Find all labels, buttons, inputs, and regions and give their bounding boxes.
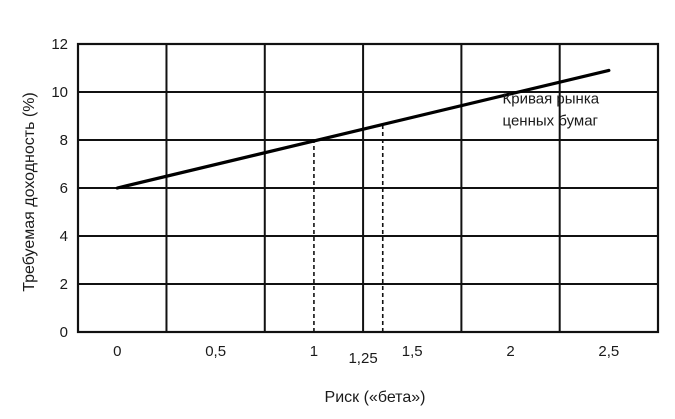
y-axis-label: Требуемая доходность (%) (21, 92, 38, 292)
x-tick-label-5: 2 (506, 343, 514, 360)
x-tick-label-3: 1,25 (348, 350, 377, 367)
x-tick-label-4: 1,5 (402, 343, 423, 360)
y-tick-label-6: 12 (51, 36, 68, 53)
y-tick-label-3: 6 (60, 180, 68, 197)
series-annotation-line-1: Кривая рынка (503, 90, 600, 107)
x-tick-labels: 0 0,5 1 1,25 1,5 2 2,5 (113, 343, 619, 367)
series-line-0 (115, 68, 611, 190)
series-annotation-line-2: ценных бумаг (503, 112, 599, 129)
plot-frame (76, 42, 660, 334)
y-tick-label-1: 2 (60, 276, 68, 293)
series-layer (115, 68, 611, 190)
y-tick-label-2: 4 (60, 228, 68, 245)
y-tick-label-0: 0 (60, 324, 68, 341)
x-tick-label-1: 0,5 (205, 343, 226, 360)
reference-lines (313, 125, 384, 332)
x-axis-label: Риск («бета») (325, 389, 426, 406)
x-tick-label-2: 1 (310, 343, 318, 360)
x-tick-label-0: 0 (113, 343, 121, 360)
y-tick-label-4: 8 (60, 132, 68, 149)
y-tick-label-5: 10 (51, 84, 68, 101)
y-tick-labels: 0 2 4 6 8 10 12 (51, 36, 68, 341)
x-tick-label-6: 2,5 (598, 343, 619, 360)
plot-border (76, 42, 660, 334)
grid (78, 43, 658, 333)
